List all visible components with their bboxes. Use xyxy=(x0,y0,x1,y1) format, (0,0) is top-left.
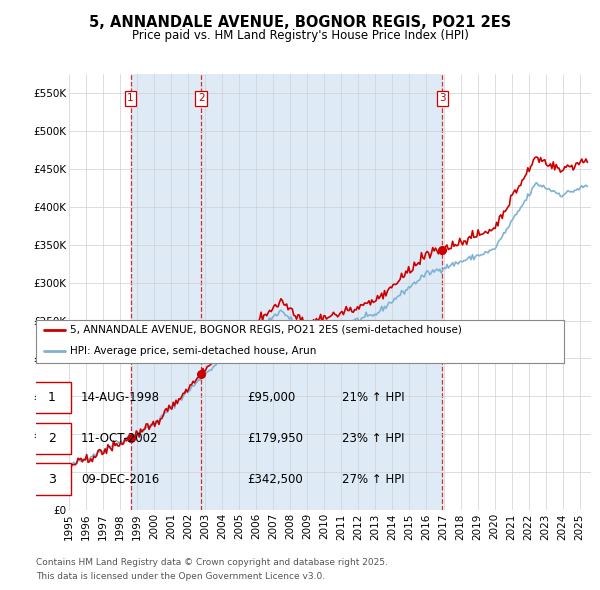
FancyBboxPatch shape xyxy=(32,463,71,495)
Text: This data is licensed under the Open Government Licence v3.0.: This data is licensed under the Open Gov… xyxy=(36,572,325,581)
Text: £95,000: £95,000 xyxy=(247,391,295,404)
Text: 1: 1 xyxy=(127,93,134,103)
Text: 23% ↑ HPI: 23% ↑ HPI xyxy=(342,432,405,445)
Text: 2: 2 xyxy=(198,93,205,103)
Text: £342,500: £342,500 xyxy=(247,473,303,486)
Text: Price paid vs. HM Land Registry's House Price Index (HPI): Price paid vs. HM Land Registry's House … xyxy=(131,30,469,42)
Text: 21% ↑ HPI: 21% ↑ HPI xyxy=(342,391,405,404)
Text: 14-AUG-1998: 14-AUG-1998 xyxy=(81,391,160,404)
Text: 11-OCT-2002: 11-OCT-2002 xyxy=(81,432,158,445)
Text: 5, ANNANDALE AVENUE, BOGNOR REGIS, PO21 2ES: 5, ANNANDALE AVENUE, BOGNOR REGIS, PO21 … xyxy=(89,15,511,30)
FancyBboxPatch shape xyxy=(32,422,71,454)
Text: 1: 1 xyxy=(47,391,56,404)
Text: 5, ANNANDALE AVENUE, BOGNOR REGIS, PO21 2ES (semi-detached house): 5, ANNANDALE AVENUE, BOGNOR REGIS, PO21 … xyxy=(70,324,462,335)
Text: 3: 3 xyxy=(47,473,56,486)
Text: 2: 2 xyxy=(47,432,56,445)
FancyBboxPatch shape xyxy=(32,382,71,414)
Text: 3: 3 xyxy=(439,93,446,103)
Text: 09-DEC-2016: 09-DEC-2016 xyxy=(81,473,159,486)
Text: HPI: Average price, semi-detached house, Arun: HPI: Average price, semi-detached house,… xyxy=(70,346,317,356)
Text: Contains HM Land Registry data © Crown copyright and database right 2025.: Contains HM Land Registry data © Crown c… xyxy=(36,558,388,566)
Bar xyxy=(131,74,442,510)
Text: 27% ↑ HPI: 27% ↑ HPI xyxy=(342,473,405,486)
Text: £179,950: £179,950 xyxy=(247,432,303,445)
